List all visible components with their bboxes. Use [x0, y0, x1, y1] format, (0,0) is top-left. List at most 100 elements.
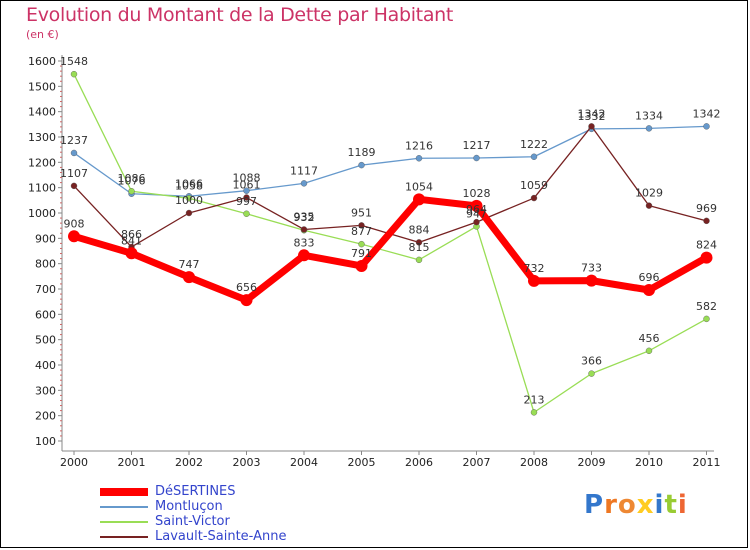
data-point [470, 199, 483, 212]
logo-letter: P [584, 490, 605, 520]
legend-label: Saint-Victor [155, 514, 230, 529]
y-tick-label: 1500 [28, 80, 56, 93]
data-label: 884 [409, 223, 430, 236]
data-label: 997 [236, 195, 257, 208]
logo-letter: r [604, 490, 618, 520]
data-point [70, 182, 78, 190]
data-point [588, 123, 595, 130]
data-label: 366 [581, 355, 602, 368]
data-point [703, 217, 710, 225]
data-point [358, 240, 365, 248]
logo-letter: i [654, 490, 665, 520]
data-label: 877 [351, 225, 372, 238]
data-point [528, 274, 540, 287]
data-label: 747 [179, 258, 200, 271]
legend-swatch [100, 536, 148, 538]
data-point [298, 249, 310, 262]
series-line-2 [73, 73, 707, 414]
y-tick-label: 100 [35, 435, 56, 448]
data-point [68, 230, 80, 243]
legend-label: DéSERTINES [155, 484, 236, 499]
data-label: 696 [639, 271, 660, 284]
data-label: 908 [64, 217, 85, 230]
data-point [185, 195, 193, 202]
data-label: 1076 [118, 175, 146, 188]
data-label: 733 [581, 262, 602, 275]
data-label: 1088 [233, 172, 261, 185]
x-tick-label: 2007 [463, 456, 491, 469]
y-tick-label: 1100 [28, 182, 56, 195]
data-point [703, 123, 710, 130]
data-label: 951 [351, 206, 372, 219]
data-point [183, 271, 195, 284]
data-point [300, 226, 308, 233]
logo-letter: x [636, 490, 655, 520]
data-label: 1054 [405, 180, 433, 193]
data-point [530, 153, 538, 160]
data-label: 582 [696, 300, 717, 313]
legend-swatch [100, 521, 148, 523]
chart-subtitle: (en €) [26, 28, 59, 41]
data-label: 1029 [635, 187, 663, 200]
y-tick-label: 600 [35, 308, 56, 321]
x-tick-label: 2000 [60, 456, 88, 469]
data-point [128, 188, 135, 195]
x-tick-label: 2001 [118, 456, 146, 469]
y-tick-label: 300 [35, 384, 56, 397]
x-tick-label: 2010 [635, 456, 663, 469]
x-tick-label: 2011 [693, 456, 721, 469]
data-label: 1217 [463, 139, 491, 152]
data-point [415, 155, 423, 162]
y-tick-label: 400 [35, 359, 56, 372]
data-point [413, 193, 425, 206]
data-point [243, 187, 250, 194]
data-label: 791 [351, 247, 372, 260]
logo-letter: i [677, 490, 688, 520]
data-point [588, 370, 595, 377]
data-point [473, 218, 480, 226]
x-tick-label: 2009 [578, 456, 606, 469]
data-label: 1189 [348, 146, 376, 159]
y-tick-label: 200 [35, 410, 56, 423]
data-point [643, 284, 655, 297]
y-tick-label: 500 [35, 334, 56, 347]
data-point [645, 202, 653, 209]
data-point [703, 315, 710, 323]
data-label: 1117 [290, 164, 318, 177]
data-label: 824 [696, 239, 717, 252]
chart-title: Evolution du Montant de la Dette par Hab… [26, 4, 454, 26]
data-point [70, 149, 78, 157]
data-label: 1066 [175, 177, 203, 190]
data-label: 964 [466, 203, 487, 216]
y-tick-label: 1600 [28, 55, 56, 68]
data-label: 1548 [60, 55, 88, 68]
proxiti-logo: Proxiti [584, 490, 688, 520]
y-tick-label: 800 [35, 258, 56, 271]
data-point [243, 210, 250, 217]
data-point [243, 194, 250, 201]
legend-swatch [100, 488, 148, 496]
data-label: 947 [466, 207, 487, 220]
data-point [530, 409, 538, 416]
legend-swatch [100, 506, 148, 508]
data-label: 1332 [578, 110, 606, 123]
x-tick-label: 2008 [520, 456, 548, 469]
data-label: 1342 [693, 107, 721, 120]
series-line-1 [73, 125, 707, 197]
data-label: 1237 [60, 134, 88, 147]
data-point [240, 294, 253, 307]
y-tick-label: 700 [35, 283, 56, 296]
data-label: 841 [121, 234, 142, 247]
data-point [355, 259, 368, 272]
x-tick-label: 2003 [233, 456, 261, 469]
data-label: 732 [524, 262, 545, 275]
x-tick-label: 2002 [175, 456, 203, 469]
y-tick-label: 1300 [28, 131, 56, 144]
data-point [415, 256, 423, 264]
legend-label: Montluçon [155, 499, 223, 514]
data-point [185, 209, 193, 217]
data-point [300, 180, 308, 187]
data-point [700, 251, 713, 264]
data-point [585, 274, 598, 287]
data-label: 815 [409, 241, 430, 254]
